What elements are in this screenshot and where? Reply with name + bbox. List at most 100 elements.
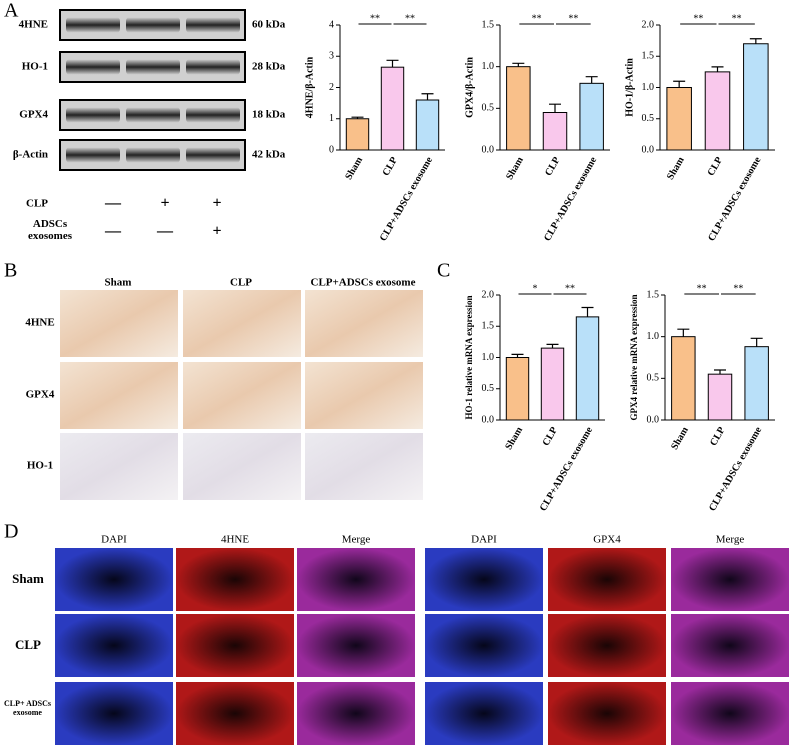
ihc-image bbox=[305, 362, 423, 429]
x-tick-label: Sham bbox=[669, 425, 691, 452]
error-bar bbox=[711, 66, 724, 72]
blot-band bbox=[126, 107, 180, 123]
blot-band bbox=[66, 107, 120, 123]
condition-sign: + bbox=[160, 195, 169, 212]
error-bar bbox=[421, 93, 434, 100]
blot-band bbox=[186, 147, 240, 163]
x-tick-label: CLP bbox=[381, 155, 401, 178]
if-image bbox=[297, 682, 415, 745]
panel-label: C bbox=[437, 260, 450, 282]
y-tick-label: 0.5 bbox=[647, 373, 660, 384]
y-axis-label: HO-1/β-Actin bbox=[624, 58, 635, 117]
bar bbox=[415, 99, 440, 151]
blot-band bbox=[126, 59, 180, 75]
significance-label: ** bbox=[370, 13, 380, 24]
bar bbox=[380, 66, 405, 151]
band-size: 28 kDa bbox=[252, 61, 286, 73]
ihc-image bbox=[183, 433, 301, 500]
y-tick-label: 1 bbox=[329, 113, 334, 124]
significance-label: ** bbox=[733, 283, 743, 294]
if-image bbox=[548, 682, 666, 745]
significance-label: ** bbox=[532, 13, 542, 24]
if-image bbox=[548, 614, 666, 677]
y-axis-label: GPX4 relative mRNA expression bbox=[629, 295, 639, 421]
if-column-header: DAPI bbox=[101, 534, 127, 546]
blot-band bbox=[186, 59, 240, 75]
y-tick-label: 0.0 bbox=[482, 144, 495, 155]
x-tick-label: Sham bbox=[504, 155, 526, 182]
x-tick-label: Sham bbox=[665, 155, 687, 182]
if-column-header: 4HNE bbox=[221, 534, 249, 546]
bar bbox=[542, 112, 568, 151]
y-axis-label: 4HNE/β-Actin bbox=[304, 56, 315, 118]
bar bbox=[744, 346, 769, 421]
y-tick-label: 0.5 bbox=[482, 103, 495, 114]
if-image bbox=[55, 548, 173, 611]
blot-band bbox=[186, 107, 240, 123]
band-name: 4HNE bbox=[19, 19, 48, 31]
condition-sign: + bbox=[212, 223, 221, 240]
condition-sign: + bbox=[212, 195, 221, 212]
bar bbox=[671, 336, 696, 421]
blot-band bbox=[66, 59, 120, 75]
if-image bbox=[55, 614, 173, 677]
condition-name: CLP bbox=[26, 198, 48, 210]
bar bbox=[704, 71, 731, 151]
if-column-header: DAPI bbox=[471, 534, 497, 546]
bar bbox=[666, 87, 692, 151]
if-row-label: CLP+ ADSCs exosome bbox=[3, 699, 51, 717]
error-bar bbox=[511, 353, 524, 358]
y-tick-label: 1.0 bbox=[647, 331, 660, 342]
band-size: 18 kDa bbox=[252, 109, 286, 121]
y-tick-label: 0.5 bbox=[482, 383, 495, 394]
significance-label: ** bbox=[693, 13, 703, 24]
ihc-image bbox=[60, 362, 178, 429]
error-bar bbox=[386, 59, 399, 68]
significance-label: ** bbox=[697, 283, 707, 294]
error-bar bbox=[581, 306, 594, 317]
blot-band bbox=[186, 17, 240, 33]
ihc-row-label: 4HNE bbox=[25, 317, 54, 329]
blot-band bbox=[66, 17, 120, 33]
error-bar bbox=[512, 62, 525, 67]
if-column-header: GPX4 bbox=[593, 534, 621, 546]
y-tick-label: 0.5 bbox=[642, 113, 655, 124]
if-image bbox=[548, 548, 666, 611]
x-tick-label: CLP bbox=[708, 425, 728, 448]
bar bbox=[743, 43, 769, 151]
ihc-image bbox=[60, 433, 178, 500]
y-tick-label: 2.0 bbox=[642, 19, 655, 30]
bar bbox=[540, 347, 565, 421]
ihc-column-header: CLP+ADSCs exosome bbox=[311, 277, 416, 289]
blot-band bbox=[66, 147, 120, 163]
if-image bbox=[176, 682, 294, 745]
if-image bbox=[425, 614, 543, 677]
error-bar bbox=[750, 337, 763, 347]
significance-label: * bbox=[533, 283, 538, 294]
y-tick-label: 1.5 bbox=[647, 289, 660, 300]
error-bar bbox=[673, 80, 686, 88]
x-tick-label: Sham bbox=[503, 425, 525, 452]
if-image bbox=[176, 614, 294, 677]
band-name: β-Actin bbox=[13, 149, 48, 161]
bar bbox=[506, 66, 531, 151]
y-tick-label: 4 bbox=[329, 19, 334, 30]
y-axis-label: GPX4/β-Actin bbox=[464, 57, 475, 118]
significance-label: ** bbox=[405, 13, 415, 24]
if-column-header: Merge bbox=[342, 534, 371, 546]
bar bbox=[575, 316, 600, 421]
error-bar bbox=[585, 76, 598, 84]
y-tick-label: 1.5 bbox=[482, 321, 495, 332]
blot-band bbox=[126, 147, 180, 163]
significance-label: ** bbox=[732, 13, 742, 24]
bar bbox=[707, 373, 733, 421]
y-tick-label: 0 bbox=[329, 144, 334, 155]
condition-sign: — bbox=[104, 223, 122, 240]
x-tick-label: CLP bbox=[543, 155, 563, 178]
if-row-label: Sham bbox=[12, 571, 44, 586]
band-size: 42 kDa bbox=[252, 149, 286, 161]
bar bbox=[579, 82, 604, 151]
y-tick-label: 1.0 bbox=[482, 352, 495, 363]
x-tick-label: CLP bbox=[706, 155, 726, 178]
